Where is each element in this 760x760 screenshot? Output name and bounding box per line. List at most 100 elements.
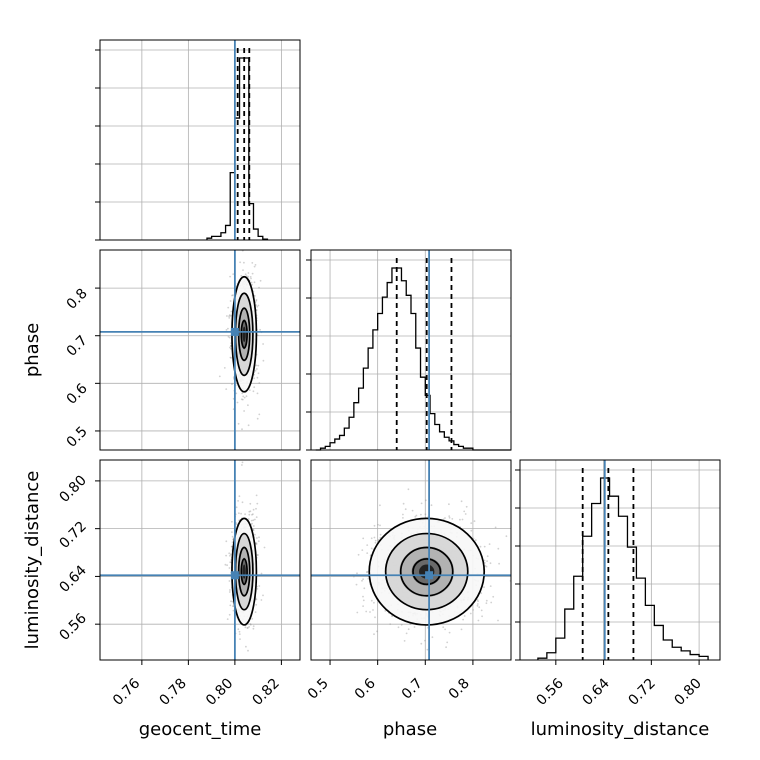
scatter-point-phase-luminosity_distance xyxy=(362,578,364,581)
scatter-point-geocent_time-phase xyxy=(245,395,248,398)
scatter-point-geocent_time-luminosity_distance xyxy=(256,554,259,556)
scatter-point-geocent_time-luminosity_distance xyxy=(258,536,260,539)
scatter-point-phase-luminosity_distance xyxy=(489,585,492,587)
scatter-point-geocent_time-phase xyxy=(258,382,261,384)
scatter-point-phase-luminosity_distance xyxy=(357,553,360,556)
grid-layer xyxy=(100,40,720,660)
scatter-point-phase-luminosity_distance xyxy=(472,609,474,611)
scatter-point-geocent_time-luminosity_distance xyxy=(245,645,247,648)
scatter-point-geocent_time-phase xyxy=(251,272,254,275)
scatter-point-geocent_time-luminosity_distance xyxy=(252,508,255,511)
tick-label-luminosity-distance-y-3: 0.80 xyxy=(56,472,89,505)
scatter-point-phase-luminosity_distance xyxy=(485,602,488,605)
scatter-point-geocent_time-luminosity_distance xyxy=(248,513,251,516)
scatter-point-geocent_time-luminosity_distance xyxy=(251,617,254,620)
scatter-point-phase-luminosity_distance xyxy=(369,611,371,613)
scatter-point-phase-luminosity_distance xyxy=(498,562,500,565)
scatter-point-geocent_time-phase xyxy=(229,346,231,349)
scatter-point-phase-luminosity_distance xyxy=(415,514,418,517)
scatter-point-geocent_time-phase xyxy=(257,364,260,367)
scatter-point-phase-luminosity_distance xyxy=(424,513,427,516)
scatter-point-geocent_time-luminosity_distance xyxy=(250,519,253,522)
scatter-point-phase-luminosity_distance xyxy=(403,640,406,642)
panel-bg-geocent_time-hist xyxy=(100,40,300,240)
scatter-point-phase-luminosity_distance xyxy=(373,601,375,604)
scatter-point-phase-luminosity_distance xyxy=(480,592,483,595)
scatter-point-phase-luminosity_distance xyxy=(460,500,463,503)
tick-label-geocent-time-2: 0.80 xyxy=(203,676,236,709)
scatter-point-geocent_time-phase xyxy=(248,389,251,391)
scatter-point-geocent_time-phase xyxy=(253,386,256,389)
scatter-point-geocent_time-luminosity_distance xyxy=(254,611,257,613)
scatter-point-phase-luminosity_distance xyxy=(474,539,477,542)
scatter-point-geocent_time-luminosity_distance xyxy=(252,525,255,527)
scatter-point-geocent_time-luminosity_distance xyxy=(257,554,259,556)
scatter-point-geocent_time-luminosity_distance xyxy=(254,518,256,521)
scatter-point-phase-luminosity_distance xyxy=(490,601,493,604)
scatter-point-phase-luminosity_distance xyxy=(420,502,423,505)
scatter-point-phase-luminosity_distance xyxy=(483,545,486,548)
scatter-point-geocent_time-phase xyxy=(255,309,258,311)
scatter-point-geocent_time-phase xyxy=(239,261,242,264)
scatter-point-phase-luminosity_distance xyxy=(497,547,500,550)
scatter-point-geocent_time-phase xyxy=(256,376,259,379)
tick-label-phase-x-2: 0.7 xyxy=(399,676,426,703)
scatter-point-phase-luminosity_distance xyxy=(374,616,376,619)
scatter-point-geocent_time-phase xyxy=(247,272,250,274)
scatter-point-geocent_time-luminosity_distance xyxy=(256,588,259,590)
scatter-point-phase-luminosity_distance xyxy=(367,577,370,580)
tick-label-geocent-time-1: 0.78 xyxy=(156,676,189,709)
scatter-point-geocent_time-luminosity_distance xyxy=(241,464,243,466)
scatter-point-geocent_time-luminosity_distance xyxy=(254,533,256,536)
scatter-point-geocent_time-phase xyxy=(228,315,231,318)
density-fill-geocent_time-phase-4 xyxy=(242,326,246,342)
scatter-point-geocent_time-phase xyxy=(254,264,257,266)
scatter-point-phase-luminosity_distance xyxy=(445,646,447,649)
tick-label-luminosity-distance-x-0: 0.56 xyxy=(533,675,566,708)
scatter-point-geocent_time-phase xyxy=(231,383,233,386)
scatter-point-geocent_time-luminosity_distance xyxy=(238,630,241,633)
scatter-point-geocent_time-luminosity_distance xyxy=(252,513,254,515)
scatter-point-geocent_time-luminosity_distance xyxy=(232,609,235,612)
scatter-point-geocent_time-phase xyxy=(250,277,252,280)
panel-frame-geocent_time-phase xyxy=(99,249,301,451)
scatter-point-geocent_time-luminosity_distance xyxy=(248,626,251,628)
scatter-point-geocent_time-luminosity_distance xyxy=(231,520,233,523)
scatter-point-geocent_time-phase xyxy=(242,269,244,271)
tick-label-luminosity-distance-x-2: 0.72 xyxy=(625,676,658,709)
scatter-point-phase-luminosity_distance xyxy=(465,505,468,508)
tick-label-phase-y-3: 0.8 xyxy=(64,286,91,313)
scatter-point-phase-luminosity_distance xyxy=(442,626,445,629)
scatter-point-geocent_time-phase xyxy=(251,262,254,264)
scatter-point-geocent_time-phase xyxy=(254,369,257,372)
panel-bg-geocent_time-phase xyxy=(100,250,300,450)
scatter-point-geocent_time-phase xyxy=(227,306,230,309)
scatter-point-geocent_time-luminosity_distance xyxy=(226,564,229,567)
scatter-point-geocent_time-luminosity_distance xyxy=(225,554,228,557)
scatter-point-phase-luminosity_distance xyxy=(448,503,450,506)
scatter-point-geocent_time-phase xyxy=(259,279,262,282)
histogram-geocent_time xyxy=(206,57,269,240)
scatter-point-phase-luminosity_distance xyxy=(483,559,486,562)
frame-layer xyxy=(95,39,721,665)
scatter-point-geocent_time-luminosity_distance xyxy=(239,638,241,640)
scatter-point-phase-luminosity_distance xyxy=(405,632,408,635)
tick-label-phase-y-0: 0.5 xyxy=(64,424,91,451)
scatter-point-geocent_time-luminosity_distance xyxy=(229,604,232,607)
scatter-point-phase-luminosity_distance xyxy=(356,611,359,614)
scatter-point-phase-luminosity_distance xyxy=(362,599,365,602)
scatter-point-phase-luminosity_distance xyxy=(424,639,426,642)
contour-geocent_time-luminosity_distance-3 xyxy=(240,558,248,586)
scatter-point-phase-luminosity_distance xyxy=(366,544,369,546)
scatter-point-geocent_time-phase xyxy=(242,395,245,398)
scatter-point-geocent_time-luminosity_distance xyxy=(228,613,231,616)
scatter-point-geocent_time-phase xyxy=(232,294,234,297)
scatter-point-geocent_time-luminosity_distance xyxy=(244,513,247,516)
scatter-point-phase-luminosity_distance xyxy=(485,599,488,602)
scatter-point-geocent_time-luminosity_distance xyxy=(263,546,266,549)
scatter-point-phase-luminosity_distance xyxy=(505,535,508,538)
scatter-point-phase-luminosity_distance xyxy=(363,587,366,590)
scatter-point-phase-luminosity_distance xyxy=(448,516,451,519)
scatter-point-phase-luminosity_distance xyxy=(446,641,449,644)
scatter-point-geocent_time-phase xyxy=(256,305,259,308)
